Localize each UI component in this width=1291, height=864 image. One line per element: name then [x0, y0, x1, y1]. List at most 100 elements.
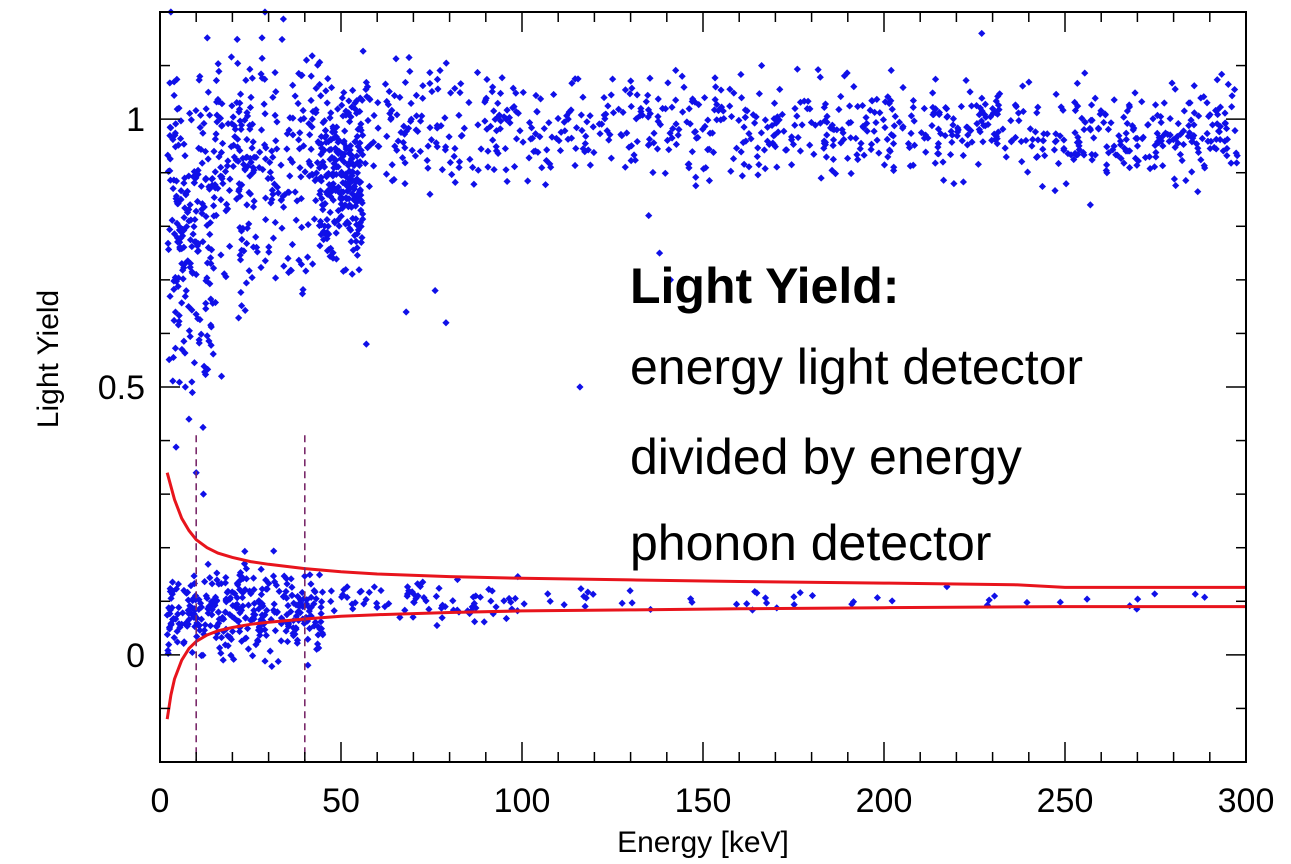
data-point [806, 141, 814, 149]
data-point [318, 598, 326, 606]
data-point [349, 214, 357, 223]
data-point [339, 591, 347, 599]
data-point [804, 97, 812, 105]
data-point [218, 122, 226, 130]
data-point [179, 609, 187, 617]
data-point [175, 620, 183, 628]
data-point [330, 164, 338, 172]
data-point [848, 600, 856, 608]
data-point [275, 587, 283, 595]
data-point [326, 114, 334, 122]
data-point [337, 171, 345, 179]
data-point [1039, 137, 1047, 145]
data-point [340, 150, 348, 158]
data-point [854, 102, 862, 111]
data-point [867, 140, 876, 148]
data-point [211, 135, 219, 143]
data-point [579, 145, 587, 153]
data-point [1028, 142, 1036, 150]
data-point [209, 299, 217, 307]
data-point [186, 332, 194, 341]
data-point [806, 105, 814, 113]
data-point [1203, 129, 1211, 138]
data-point [773, 113, 782, 121]
data-point [390, 175, 398, 184]
data-point [739, 138, 747, 147]
data-point [317, 177, 325, 185]
data-point [306, 571, 314, 579]
data-point [907, 129, 915, 138]
data-point [213, 576, 221, 584]
data-point [405, 53, 413, 62]
data-point [181, 152, 189, 160]
data-point [344, 187, 352, 195]
data-point [349, 605, 357, 613]
data-point [330, 159, 338, 168]
data-point [822, 153, 831, 161]
data-point [771, 131, 779, 139]
data-point [1071, 129, 1079, 137]
data-point [1190, 109, 1198, 117]
data-point [237, 288, 245, 297]
data-point [646, 74, 654, 82]
data-point [930, 110, 938, 119]
data-point [541, 181, 550, 189]
data-point [278, 224, 286, 232]
data-point [525, 154, 533, 162]
data-point [975, 111, 983, 119]
data-point [664, 79, 672, 87]
data-point [261, 657, 269, 665]
data-point [863, 119, 871, 128]
data-point [241, 635, 249, 643]
data-point [238, 637, 246, 645]
data-point [494, 149, 502, 157]
data-point [633, 137, 641, 146]
data-point [888, 105, 896, 113]
data-point [255, 623, 264, 631]
data-point [416, 117, 425, 125]
data-point [873, 594, 881, 602]
data-point [170, 91, 178, 100]
data-point [192, 207, 200, 215]
data-point [966, 88, 974, 96]
data-point [249, 169, 257, 177]
data-point [1059, 106, 1067, 114]
data-point [355, 266, 363, 274]
data-point [207, 295, 215, 303]
data-point [357, 126, 365, 134]
data-point [189, 596, 197, 605]
data-point [710, 106, 719, 114]
data-point [255, 605, 263, 613]
data-point [1180, 107, 1188, 115]
data-point [247, 93, 255, 102]
data-point [1194, 188, 1202, 196]
data-point [193, 632, 201, 641]
data-point [185, 327, 193, 335]
data-point [222, 595, 230, 603]
data-point [1160, 99, 1168, 107]
data-point [411, 152, 420, 160]
data-point [248, 273, 256, 282]
data-point [974, 160, 982, 168]
data-point [1197, 156, 1205, 164]
data-point [175, 311, 183, 320]
data-point [538, 164, 546, 172]
data-point [252, 641, 260, 649]
data-point [352, 202, 360, 210]
data-point [607, 154, 615, 162]
data-point [393, 146, 401, 154]
data-point [596, 130, 604, 138]
data-point [821, 138, 830, 146]
data-point [280, 262, 288, 270]
data-point [978, 107, 986, 115]
data-point [194, 239, 203, 248]
data-point [762, 599, 771, 607]
data-point [981, 122, 989, 130]
data-point [321, 126, 330, 135]
data-point [203, 34, 211, 42]
data-point [636, 112, 644, 120]
data-point [432, 592, 440, 600]
data-point [709, 148, 718, 156]
data-point [481, 117, 489, 125]
data-point [272, 88, 280, 96]
